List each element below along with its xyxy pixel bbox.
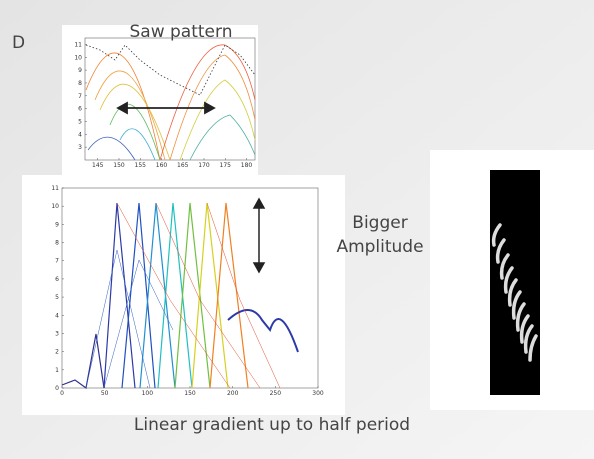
x-tick-label: 155	[135, 162, 147, 169]
y-tick-label: 10	[51, 203, 59, 210]
upper-plot-frame	[62, 25, 258, 185]
y-tick-label: 5	[78, 118, 82, 125]
x-tick-label: 175	[220, 162, 232, 169]
side-note-line: Amplitude	[336, 237, 423, 257]
slide: D Saw pattern Bigger	[0, 0, 594, 459]
x-tick-label: 100	[142, 390, 154, 397]
x-tick-label: 160	[156, 162, 168, 169]
caption: Linear gradient up to half period	[134, 415, 410, 435]
y-tick-label: 6	[55, 276, 59, 283]
y-tick-label: 4	[55, 312, 59, 319]
y-tick-label: 11	[74, 41, 82, 48]
x-tick-label: 250	[270, 390, 282, 397]
x-tick-label: 150	[184, 390, 196, 397]
y-tick-label: 7	[55, 258, 59, 265]
x-tick-label: 145	[92, 162, 104, 169]
y-tick-label: 2	[55, 349, 59, 356]
y-tick-label: 1	[55, 367, 59, 374]
y-tick-label: 0	[55, 385, 59, 392]
x-tick-label: 180	[241, 162, 253, 169]
y-tick-label: 3	[78, 144, 82, 151]
top-title: Saw pattern	[130, 22, 233, 42]
x-tick-label: 150	[113, 162, 125, 169]
y-tick-label: 7	[78, 93, 82, 100]
slide-label: D	[12, 33, 25, 53]
y-tick-label: 9	[55, 221, 59, 228]
x-tick-label: 200	[227, 390, 239, 397]
y-tick-label: 9	[78, 67, 82, 74]
x-tick-label: 50	[101, 390, 109, 397]
y-tick-label: 4	[78, 131, 82, 138]
x-tick-label: 0	[60, 390, 64, 397]
y-tick-label: 5	[55, 294, 59, 301]
x-tick-label: 300	[312, 390, 324, 397]
y-tick-label: 11	[51, 185, 59, 192]
lower-plot-frame	[22, 175, 345, 415]
y-tick-label: 8	[78, 80, 82, 87]
x-tick-label: 170	[198, 162, 210, 169]
y-tick-label: 8	[55, 240, 59, 247]
y-tick-label: 10	[74, 54, 82, 61]
y-tick-label: 3	[55, 330, 59, 337]
y-tick-label: 6	[78, 106, 82, 113]
x-tick-label: 165	[177, 162, 189, 169]
side-note-line: Bigger	[352, 213, 407, 233]
